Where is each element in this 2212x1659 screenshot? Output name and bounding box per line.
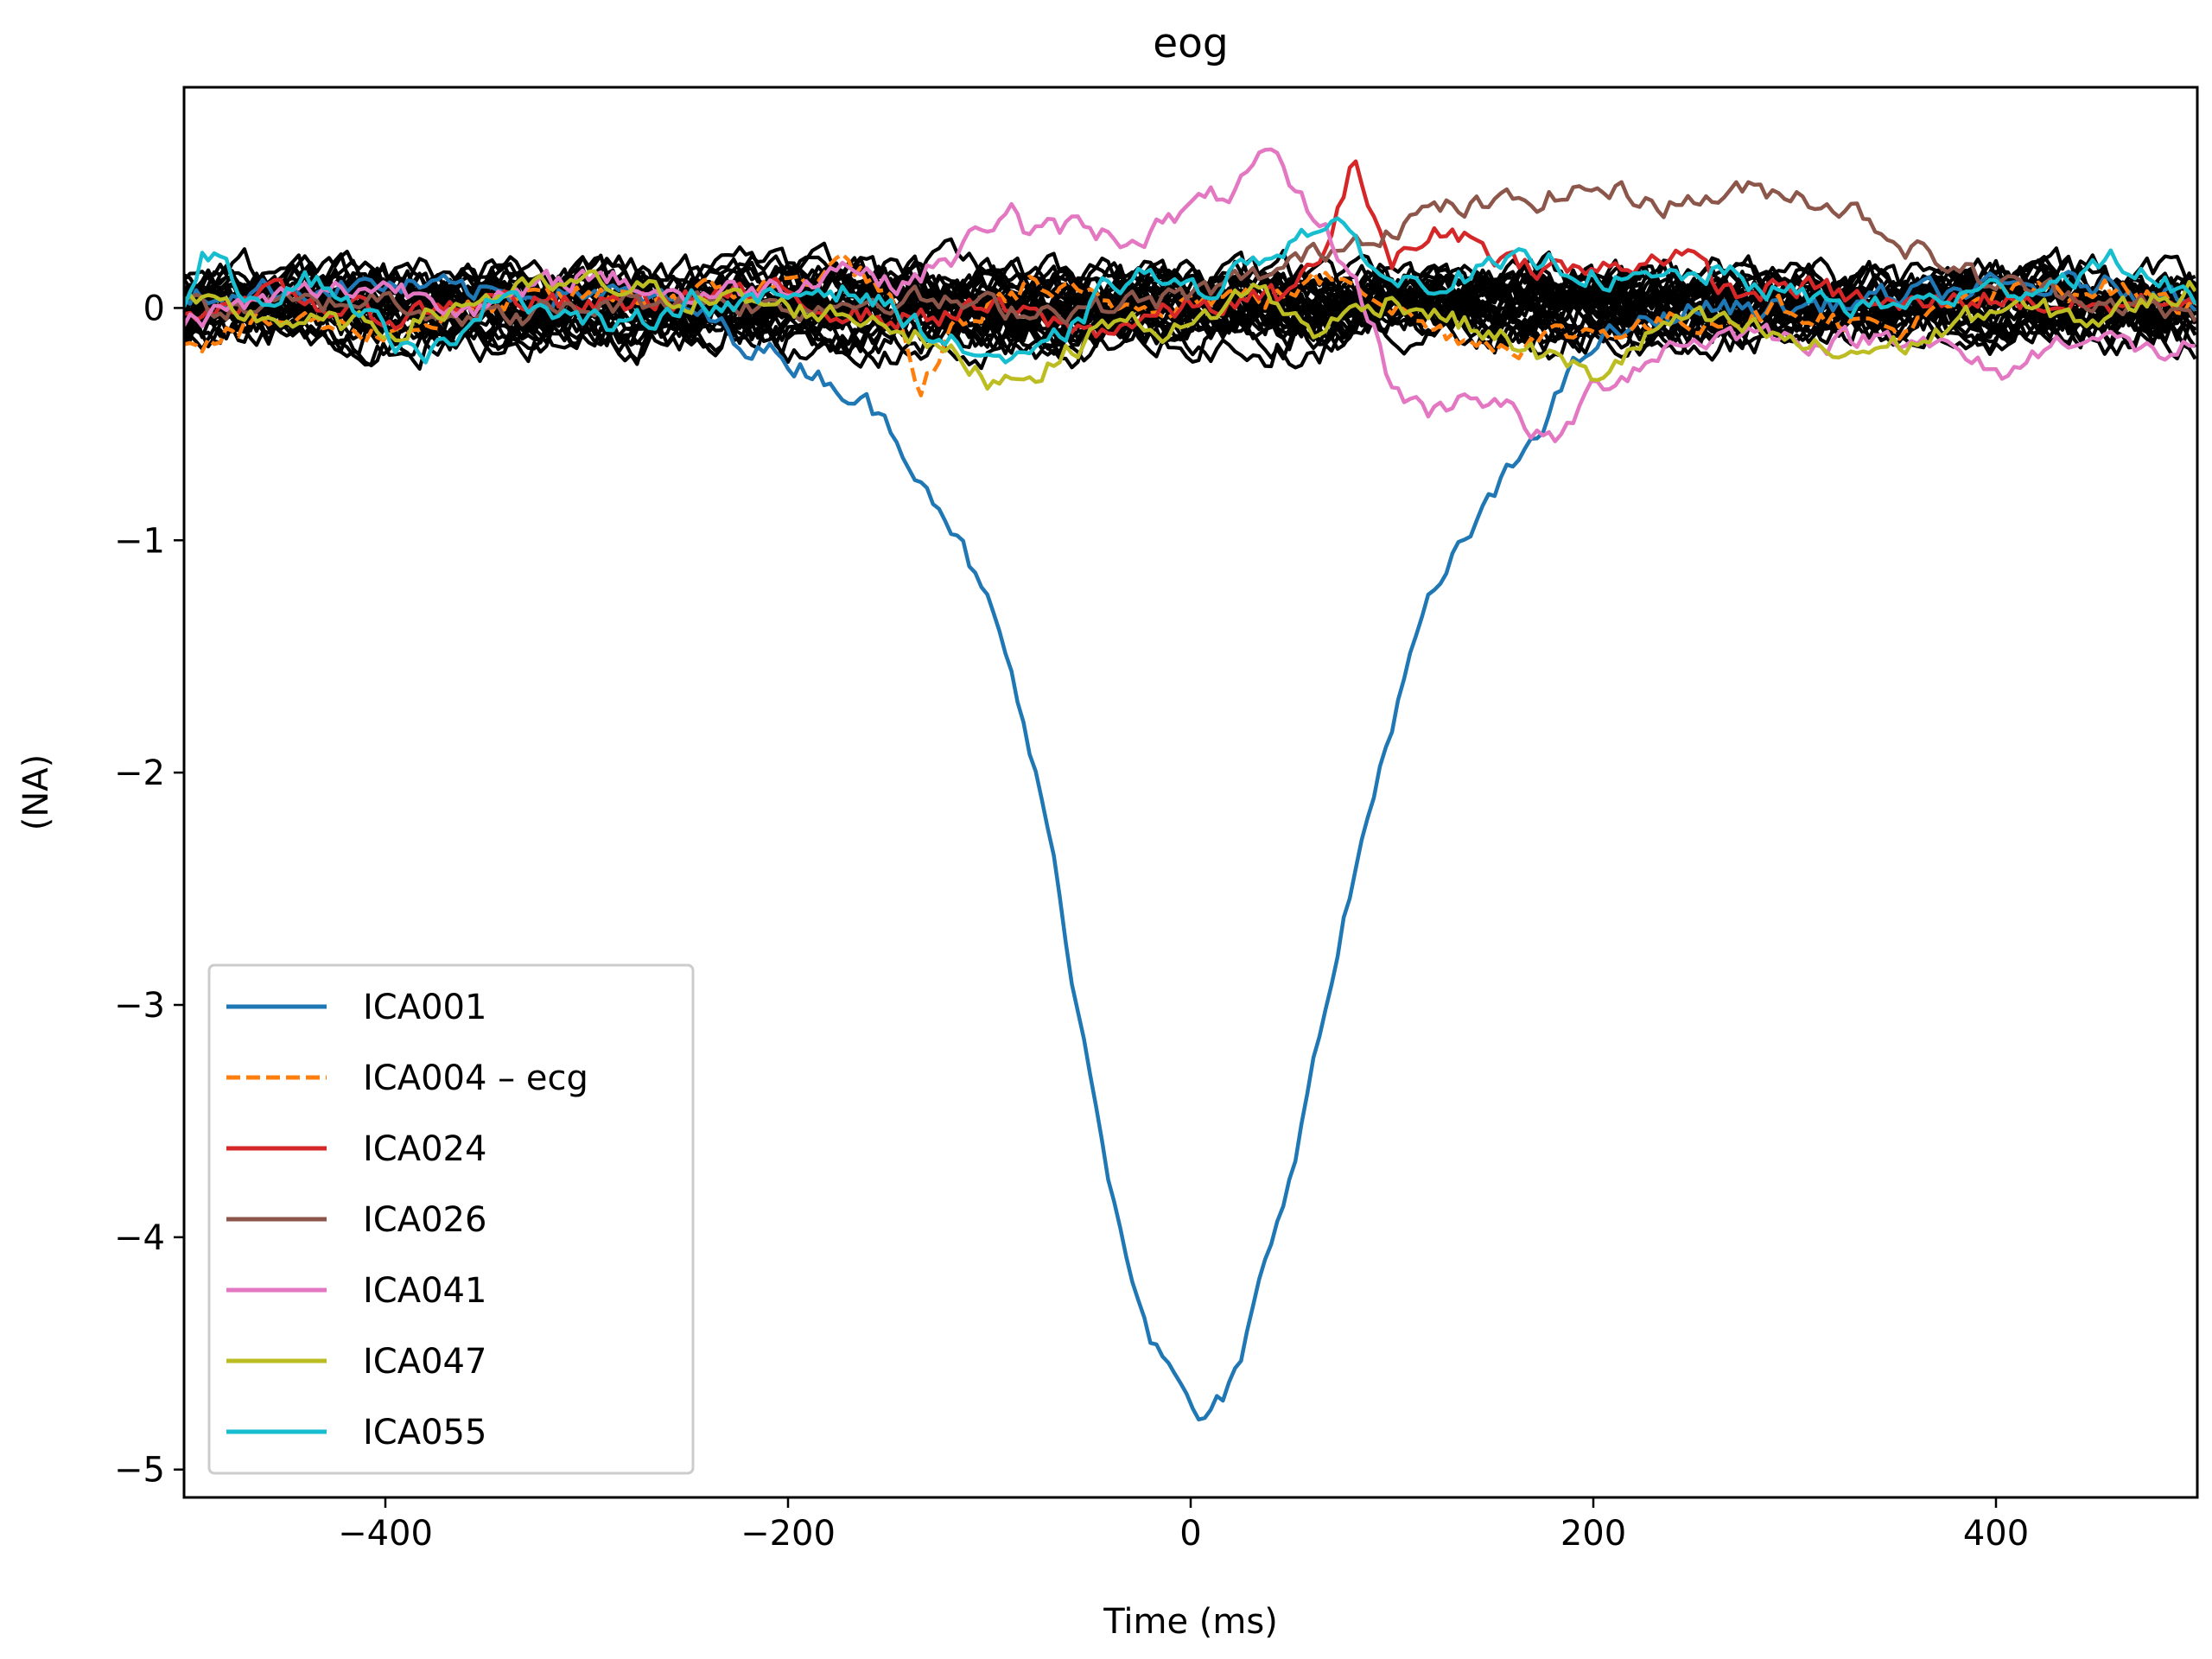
legend-label: ICA024	[363, 1129, 486, 1169]
x-axis-label: Time (ms)	[1103, 1602, 1278, 1642]
x-tick-label: 0	[1179, 1514, 1201, 1554]
plot-area	[184, 147, 2197, 1422]
series-line	[184, 147, 2196, 443]
y-tick-label: 0	[143, 289, 165, 328]
y-tick-label: −4	[114, 1218, 165, 1258]
legend-label: ICA001	[363, 988, 486, 1027]
y-tick-label: −2	[114, 753, 165, 793]
x-tick-label: −200	[741, 1514, 836, 1554]
legend-label: ICA055	[363, 1413, 486, 1452]
x-tick-label: −400	[338, 1514, 433, 1554]
series-line	[184, 269, 2197, 391]
y-tick-label: −5	[114, 1451, 165, 1491]
y-axis: 0 −1 −2 −3 −4 −5	[114, 289, 184, 1491]
legend-label: ICA047	[363, 1342, 486, 1382]
y-tick-label: −1	[114, 521, 165, 561]
chart-title: eog	[1153, 20, 1229, 67]
series-line	[184, 216, 2197, 365]
series-line	[184, 180, 2197, 327]
series-line	[184, 159, 2196, 339]
x-tick-label: 200	[1560, 1514, 1626, 1554]
legend-label: ICA041	[363, 1271, 486, 1311]
y-tick-label: −3	[114, 986, 165, 1026]
x-tick-label: 400	[1963, 1514, 2029, 1554]
y-axis-label: (NA)	[16, 754, 56, 831]
background-trace	[184, 284, 2196, 371]
legend-label: ICA004 – ecg	[363, 1058, 588, 1098]
x-axis: −400 −200 0 200 400	[338, 1497, 2029, 1554]
legend-box	[207, 963, 695, 1475]
legend-label: ICA026	[363, 1200, 486, 1240]
series-group	[184, 147, 2197, 1422]
legend: ICA001 ICA004 – ecg ICA024 ICA026 ICA041 ICA0…	[207, 963, 695, 1475]
